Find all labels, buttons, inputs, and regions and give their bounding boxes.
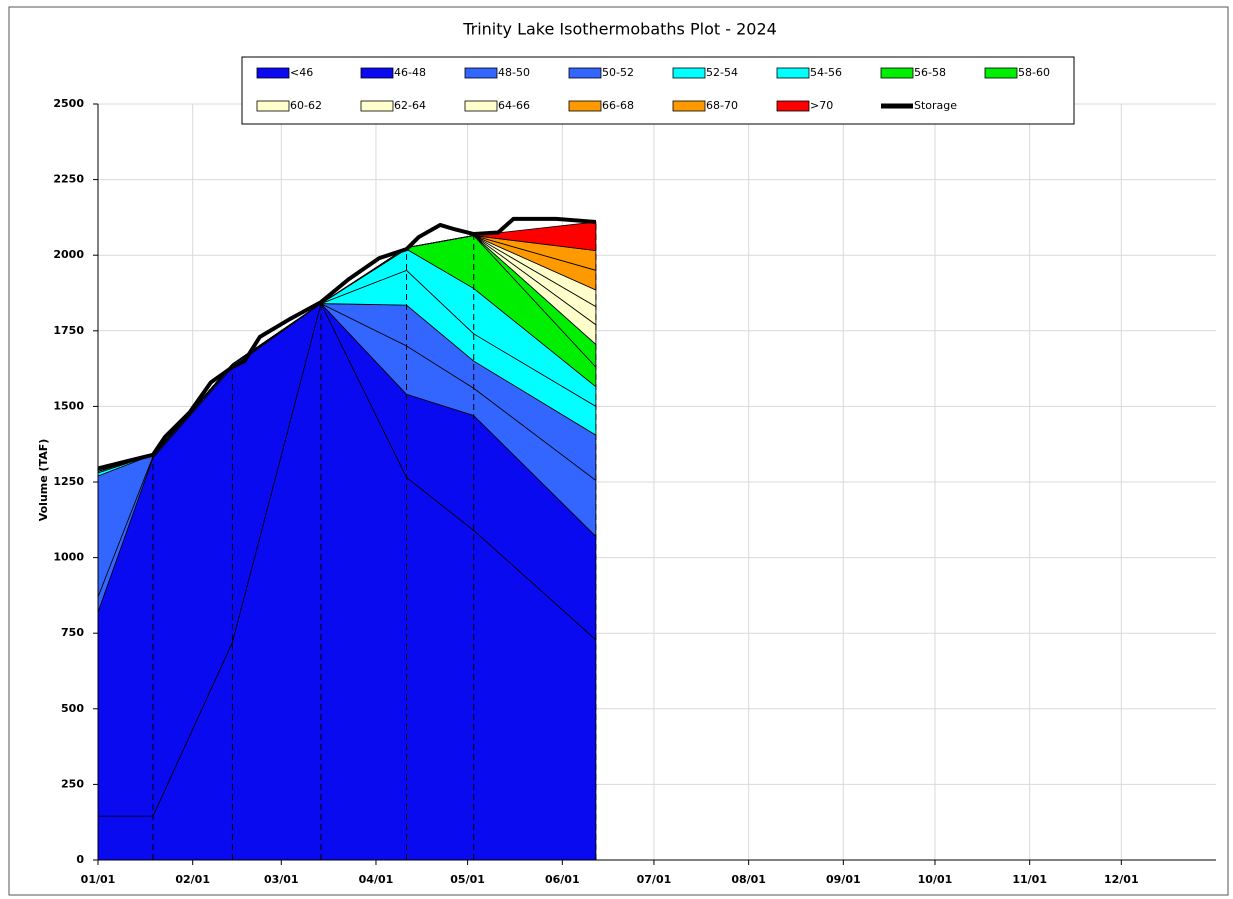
legend-label: 68-70 bbox=[706, 99, 738, 112]
y-tick-label: 2500 bbox=[53, 97, 84, 110]
legend-box bbox=[241, 56, 1075, 125]
x-tick-label: 06/01 bbox=[545, 873, 580, 886]
legend-label: 54-56 bbox=[810, 66, 842, 79]
x-tick-label: 11/01 bbox=[1012, 873, 1047, 886]
legend-swatch bbox=[464, 100, 498, 112]
x-tick-label: 12/01 bbox=[1104, 873, 1139, 886]
y-axis-label: Volume (TAF) bbox=[37, 439, 50, 522]
legend-label: 62-64 bbox=[394, 99, 426, 112]
legend-label: 60-62 bbox=[290, 99, 322, 112]
legend-label: >70 bbox=[810, 99, 833, 112]
legend-swatch bbox=[360, 100, 394, 112]
y-tick-label: 1250 bbox=[53, 475, 84, 488]
y-tick-label: 500 bbox=[61, 702, 84, 715]
legend-swatch bbox=[256, 67, 290, 79]
legend-label: 52-54 bbox=[706, 66, 738, 79]
x-tick-label: 04/01 bbox=[359, 873, 394, 886]
legend-swatch bbox=[672, 100, 706, 112]
legend-label: 64-66 bbox=[498, 99, 530, 112]
legend-swatch bbox=[568, 100, 602, 112]
legend-swatch bbox=[984, 67, 1018, 79]
legend-swatch bbox=[880, 67, 914, 79]
storage-line bbox=[97, 216, 597, 471]
y-tick-label: 2250 bbox=[53, 173, 84, 186]
x-tick-label: 03/01 bbox=[264, 873, 299, 886]
x-tick-label: 07/01 bbox=[637, 873, 672, 886]
y-tick-label: 2000 bbox=[53, 248, 84, 261]
y-tick-label: 1000 bbox=[53, 551, 84, 564]
x-tick-label: 10/01 bbox=[918, 873, 953, 886]
legend-swatch bbox=[776, 67, 810, 79]
x-tick-label: 05/01 bbox=[450, 873, 485, 886]
legend-label: <46 bbox=[290, 66, 313, 79]
legend-label: 50-52 bbox=[602, 66, 634, 79]
legend-swatch bbox=[360, 67, 394, 79]
legend-label: 66-68 bbox=[602, 99, 634, 112]
legend-swatch bbox=[256, 100, 290, 112]
y-tick-label: 0 bbox=[76, 853, 84, 866]
legend-swatch bbox=[568, 67, 602, 79]
legend-swatch bbox=[776, 100, 810, 112]
legend-swatch bbox=[672, 67, 706, 79]
y-tick-label: 750 bbox=[61, 626, 84, 639]
x-tick-label: 02/01 bbox=[175, 873, 210, 886]
legend-label: 46-48 bbox=[394, 66, 426, 79]
legend-swatch bbox=[464, 67, 498, 79]
y-tick-label: 1500 bbox=[53, 399, 84, 412]
x-tick-label: 08/01 bbox=[731, 873, 766, 886]
chart-title: Trinity Lake Isothermobaths Plot - 2024 bbox=[462, 20, 777, 39]
y-tick-label: 250 bbox=[61, 777, 84, 790]
legend-label: 56-58 bbox=[914, 66, 946, 79]
legend-label: 48-50 bbox=[498, 66, 530, 79]
x-tick-label: 09/01 bbox=[826, 873, 861, 886]
y-tick-label: 1750 bbox=[53, 324, 84, 337]
x-tick-label: 01/01 bbox=[81, 873, 116, 886]
legend-label: 58-60 bbox=[1018, 66, 1050, 79]
legend-label: Storage bbox=[914, 99, 957, 112]
